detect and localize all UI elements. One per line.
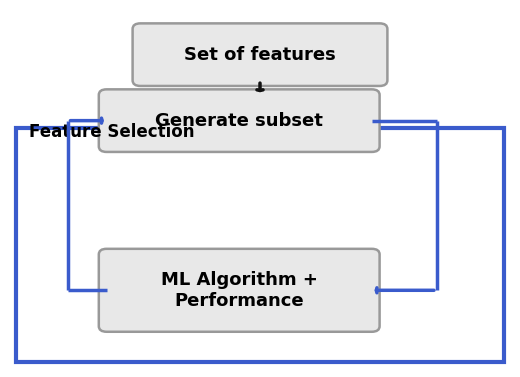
FancyBboxPatch shape — [16, 128, 504, 362]
FancyBboxPatch shape — [99, 249, 380, 332]
Text: Set of features: Set of features — [184, 46, 336, 64]
Text: Generate subset: Generate subset — [155, 112, 323, 130]
FancyBboxPatch shape — [99, 89, 380, 152]
Text: Feature Selection: Feature Selection — [29, 123, 194, 141]
Text: ML Algorithm +
Performance: ML Algorithm + Performance — [161, 271, 318, 310]
FancyBboxPatch shape — [133, 23, 387, 86]
